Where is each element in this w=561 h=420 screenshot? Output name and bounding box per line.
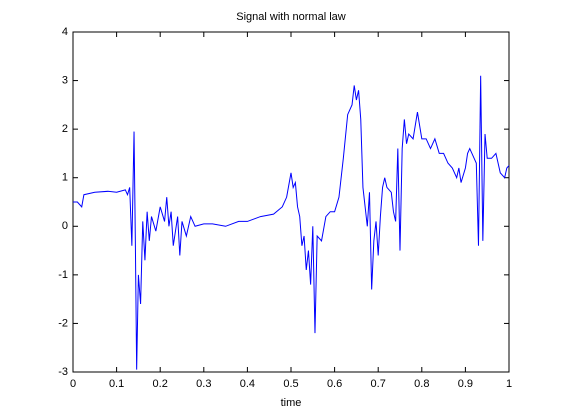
x-tick-label: 0.5 [283,378,298,390]
y-tick-label: 1 [62,172,68,184]
x-axis-label: time [281,397,302,409]
chart-title: Signal with normal law [236,11,345,23]
x-tick-label: 1 [506,378,512,390]
y-tick-label: -2 [58,317,68,329]
x-tick-label: 0.9 [458,378,473,390]
y-tick-label: -1 [58,269,68,281]
x-tick-label: 0.7 [371,378,386,390]
signal-line [73,75,510,370]
x-tick-label: 0.2 [153,378,168,390]
y-tick-label: 3 [62,74,68,86]
plot-area [72,31,510,373]
x-tick-label: 0.8 [414,378,429,390]
y-tick-label: 4 [62,26,68,38]
y-tick-label: 0 [62,220,68,232]
x-tick-label: 0.4 [240,378,255,390]
x-tick-label: 0.3 [196,378,211,390]
x-tick-label: 0.6 [327,378,342,390]
y-tick-label: -3 [58,366,68,378]
x-tick-label: 0 [70,378,76,390]
x-tick-label: 0.1 [109,378,124,390]
y-tick-label: 2 [62,123,68,135]
